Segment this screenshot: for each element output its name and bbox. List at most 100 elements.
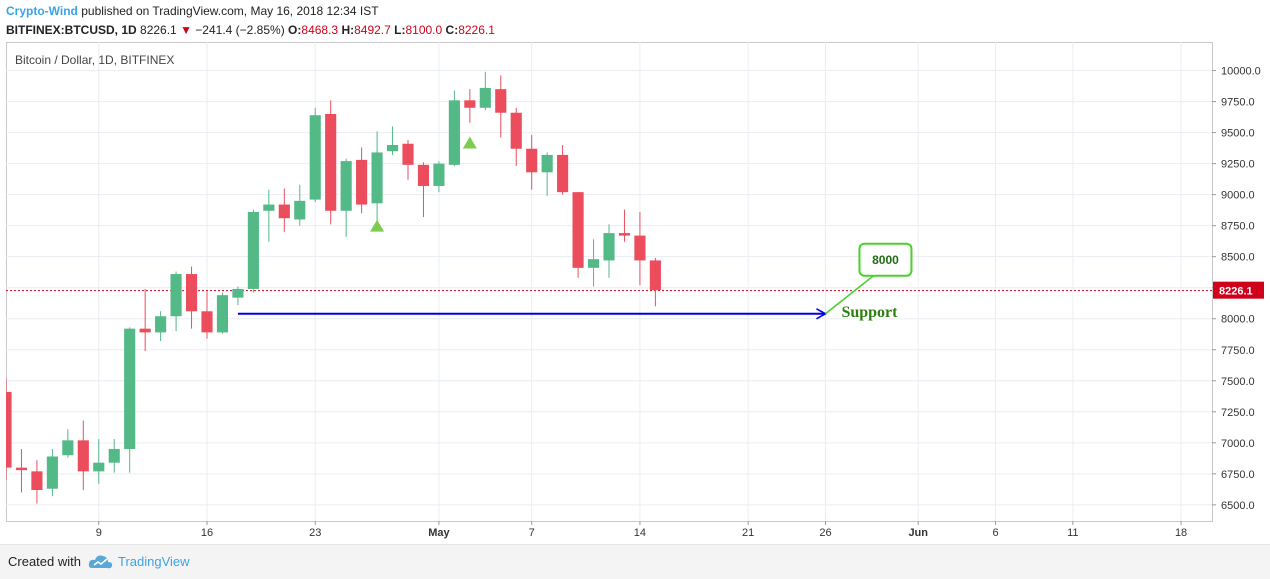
footer: Created with TradingView — [0, 544, 1270, 579]
y-tick-label: 9500.0 — [1221, 128, 1255, 140]
up-triangle-marker — [462, 136, 477, 149]
candle-body-up[interactable] — [62, 440, 74, 456]
candle-body-up[interactable] — [448, 100, 460, 165]
candle-body-up[interactable] — [124, 328, 136, 450]
open-value: 8468.3 — [301, 23, 339, 37]
y-tick-label: 8500.0 — [1221, 252, 1255, 264]
candle-body-down[interactable] — [356, 159, 368, 205]
candle-body-up[interactable] — [479, 87, 491, 108]
x-tick-label: 11 — [1067, 527, 1078, 539]
y-tick-label: 7750.0 — [1221, 345, 1255, 357]
publish-line: Crypto-Wind published on TradingView.com… — [6, 4, 379, 18]
candle-body-down[interactable] — [572, 192, 584, 268]
symbol-label: BITFINEX:BTCUSD, 1D — [6, 23, 137, 37]
candle-body-up[interactable] — [108, 449, 120, 463]
candle-body-down[interactable] — [139, 328, 151, 333]
candle-body-down[interactable] — [649, 260, 661, 291]
close-value: 8226.1 — [458, 23, 495, 37]
last-price: 8226.1 — [140, 23, 177, 37]
candle-body-up[interactable] — [433, 163, 445, 186]
candle-body-down[interactable] — [510, 112, 522, 149]
candle-body-up[interactable] — [340, 161, 352, 211]
tradingview-brand-link[interactable]: TradingView — [118, 554, 190, 569]
candle-body-down[interactable] — [495, 89, 507, 113]
candle-body-down[interactable] — [557, 154, 569, 193]
x-tick-label: 18 — [1175, 527, 1187, 539]
support-label: Support — [841, 304, 898, 321]
x-tick-label: 23 — [309, 527, 321, 539]
x-tick-label: 14 — [634, 527, 646, 539]
candle-body-down[interactable] — [634, 235, 646, 261]
y-tick-label: 7000.0 — [1221, 438, 1255, 450]
up-triangle-marker — [370, 219, 385, 232]
chart-title: Bitcoin / Dollar, 1D, BITFINEX — [15, 53, 174, 67]
candle-body-down[interactable] — [6, 391, 12, 468]
candle-body-up[interactable] — [386, 144, 399, 152]
low-value: 8100.0 — [405, 23, 443, 37]
candle-body-down[interactable] — [201, 311, 213, 333]
callout-label: 8000 — [872, 253, 899, 267]
close-label: C: — [445, 23, 459, 37]
candle-body-up[interactable] — [170, 274, 182, 317]
price-axis — [1212, 42, 1266, 521]
chart-header: Crypto-Wind published on TradingView.com… — [0, 0, 1270, 42]
y-tick-label: 7250.0 — [1221, 407, 1255, 419]
candle-body-up[interactable] — [216, 295, 229, 333]
low-label: L: — [394, 23, 406, 37]
y-tick-label: 8000.0 — [1221, 314, 1255, 326]
x-tick-label: 26 — [819, 527, 831, 539]
y-tick-label: 10000.0 — [1221, 66, 1261, 78]
x-tick-label: May — [428, 527, 450, 539]
ohlc-line: BITFINEX:BTCUSD, 1D 8226.1 ▼ −241.4 (−2.… — [6, 23, 495, 37]
chart-area[interactable]: 10000.0 9750.0 9500.0 9250.0 9000.0 8750.0 850… — [6, 42, 1266, 544]
x-tick-label: 6 — [992, 527, 998, 539]
candle-body-down[interactable] — [325, 113, 337, 211]
candle-body-down[interactable] — [618, 233, 631, 236]
y-tick-label: 9000.0 — [1221, 190, 1255, 202]
candle-body-down[interactable] — [402, 143, 414, 165]
high-value: 8492.7 — [354, 23, 391, 37]
y-tick-label: 6500.0 — [1221, 500, 1255, 512]
candle-body-down[interactable] — [278, 204, 290, 219]
x-tick-label: 21 — [742, 527, 754, 539]
candle-body-down[interactable] — [15, 467, 28, 471]
last-price-tag-label: 8226.1 — [1219, 286, 1253, 298]
candle-body-down[interactable] — [31, 471, 43, 490]
high-label: H: — [341, 23, 355, 37]
candle-body-up[interactable] — [93, 462, 105, 472]
candle-body-up[interactable] — [294, 200, 306, 220]
y-tick-label: 9750.0 — [1221, 97, 1255, 109]
candle-body-down[interactable] — [526, 148, 538, 173]
callout-pointer — [824, 275, 874, 315]
y-tick-label: 8750.0 — [1221, 221, 1255, 233]
candle-body-up[interactable] — [232, 288, 244, 298]
candle-body-down[interactable] — [77, 440, 89, 472]
last-price-tag — [1213, 281, 1264, 299]
candle-body-up[interactable] — [603, 233, 615, 261]
y-tick-label: 7500.0 — [1221, 376, 1255, 388]
candlestick-chart[interactable]: 10000.0 9750.0 9500.0 9250.0 9000.0 8750.0 850… — [6, 42, 1266, 544]
candle-body-up[interactable] — [371, 152, 383, 204]
callout-box — [858, 242, 913, 277]
created-with-text: Created with — [8, 554, 81, 569]
candle-body-up[interactable] — [587, 259, 600, 268]
candle-body-up[interactable] — [247, 212, 259, 289]
candle-body-down[interactable] — [185, 274, 198, 312]
candle-body-up[interactable] — [46, 456, 58, 489]
candle-body-up[interactable] — [309, 115, 321, 200]
candle-body-up[interactable] — [155, 316, 167, 333]
candle-body-up[interactable] — [263, 204, 275, 211]
x-tick-label: 7 — [529, 527, 535, 539]
y-tick-label: 6750.0 — [1221, 469, 1255, 481]
open-label: O: — [288, 23, 302, 37]
y-tick-label: 9250.0 — [1221, 159, 1255, 171]
published-text: published on TradingView.com, May 16, 20… — [81, 4, 379, 18]
candle-body-down[interactable] — [464, 100, 476, 108]
candle-body-up[interactable] — [541, 154, 553, 173]
x-tick-label: 9 — [96, 527, 102, 539]
author-link[interactable]: Crypto-Wind — [6, 4, 78, 18]
tradingview-cloud-icon — [88, 555, 113, 569]
down-arrow-icon: ▼ — [180, 23, 192, 37]
candle-body-down[interactable] — [417, 164, 430, 186]
change-value: −241.4 (−2.85%) — [195, 23, 285, 37]
